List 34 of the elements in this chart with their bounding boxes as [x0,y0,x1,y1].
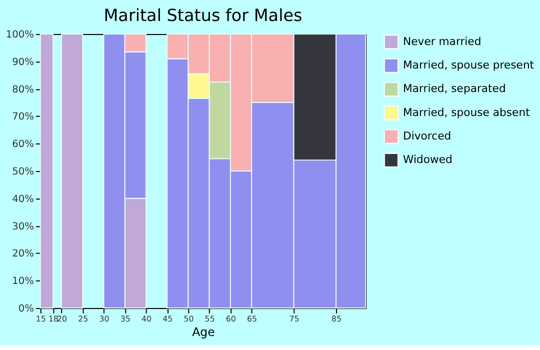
y-tick-label: 80% [12,84,34,96]
x-tick-label: 50 [184,314,194,324]
x-tick-label: 25 [78,314,88,324]
x-tick-label: 45 [162,314,173,324]
x-tick-label: 40 [141,314,152,324]
x-tick-label: 60 [226,314,236,324]
y-tick-label: 60% [12,139,34,150]
bar [61,34,84,308]
y-tick-label: 90% [12,56,34,68]
x-tick-label: 55 [204,314,215,324]
x-axis-title: Age [192,325,215,340]
x-tick-label: 75 [289,314,300,324]
y-tick-label: 20% [12,248,34,260]
legend-label: Widowed [403,153,452,166]
x-tick-label: 65 [247,314,258,324]
chart-title: Marital Status for Males [104,5,302,26]
x-tick-label: 20 [56,314,68,324]
legend-label: Married, spouse absent [403,106,530,119]
y-tick-label: 50% [12,166,34,178]
x-tick-label: 85 [332,314,342,324]
x-tick-label: 30 [99,314,110,324]
x-tick-label: 15 [36,314,46,324]
y-tick-label: 70% [12,112,34,123]
x-tick-label: 18 [48,314,59,324]
y-tick-label: 40% [12,194,34,205]
legend-label: Divorced [403,129,452,142]
y-tick-label: 30% [12,221,34,232]
y-tick-label: 10% [12,276,34,288]
legend-label: Never married [403,34,482,48]
y-tick-label: 100% [6,30,34,40]
x-tick-label: 35 [120,314,130,324]
y-tick-label: 0% [18,303,34,314]
legend-label: Married, separated [403,82,506,96]
legend-label: Married, spouse present [403,58,534,72]
